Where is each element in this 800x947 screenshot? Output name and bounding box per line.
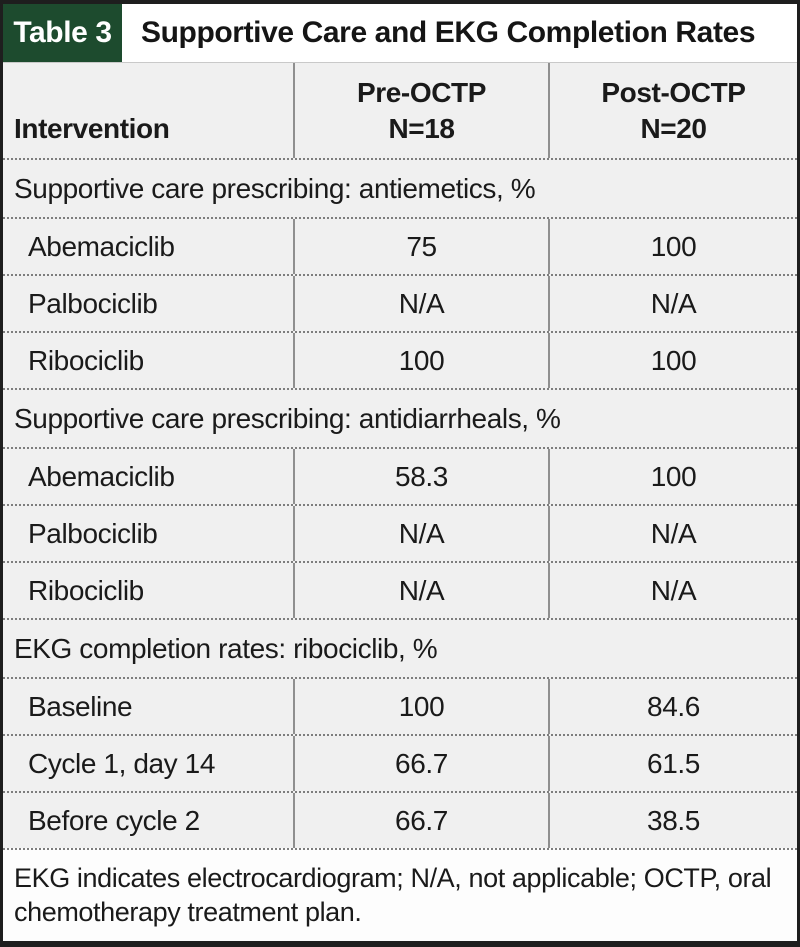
top-border-bar [0, 0, 800, 4]
pre-octp-value: 66.7 [293, 793, 548, 848]
table-row: Palbociclib N/A N/A [3, 504, 797, 561]
post-octp-value: 100 [548, 219, 797, 274]
table-title: Supportive Care and EKG Completion Rates [141, 16, 756, 49]
row-label: Cycle 1, day 14 [28, 747, 215, 779]
post-octp-n: N=20 [640, 112, 707, 144]
column-header-post-octp: Post-OCTP N=20 [548, 63, 797, 158]
row-label: Ribociclib [28, 574, 144, 606]
post-octp-label: Post-OCTP [601, 76, 746, 108]
row-label: Abemaciclib [28, 230, 175, 262]
footnote-line: EKG indicates electrocardiogram; N/A, no… [14, 863, 772, 893]
row-label: Baseline [28, 690, 133, 722]
table-footnote: EKG indicates electrocardiogram; N/A, no… [3, 848, 797, 941]
table-row: Abemaciclib 75 100 [3, 217, 797, 274]
row-label: Abemaciclib [28, 460, 175, 492]
footnote-line: chemotherapy treatment plan. [14, 897, 362, 927]
column-header-intervention: Intervention [14, 113, 170, 144]
post-octp-value: N/A [548, 506, 797, 561]
row-label: Ribociclib [28, 344, 144, 376]
table-row: Ribociclib N/A N/A [3, 561, 797, 618]
table-row: Ribociclib 100 100 [3, 331, 797, 388]
pre-octp-value: 100 [293, 333, 548, 388]
pre-octp-n: N=18 [388, 112, 455, 144]
pre-octp-value: 75 [293, 219, 548, 274]
row-label: Palbociclib [28, 287, 158, 319]
post-octp-value: N/A [548, 563, 797, 618]
pre-octp-value: N/A [293, 506, 548, 561]
post-octp-value: N/A [548, 276, 797, 331]
table-row: Abemaciclib 58.3 100 [3, 447, 797, 504]
row-label: Palbociclib [28, 517, 158, 549]
section-header-antiemetics: Supportive care prescribing: antiemetics… [3, 158, 797, 217]
column-header-row: Intervention Pre-OCTP N=18 Post-OCTP N=2… [3, 62, 797, 158]
table-row: Baseline 100 84.6 [3, 677, 797, 734]
post-octp-value: 61.5 [548, 736, 797, 791]
pre-octp-value: 100 [293, 679, 548, 734]
table-frame: Table 3 Supportive Care and EKG Completi… [0, 4, 800, 941]
table-row: Palbociclib N/A N/A [3, 274, 797, 331]
pre-octp-value: N/A [293, 563, 548, 618]
row-label: Before cycle 2 [28, 804, 200, 836]
table-row: Cycle 1, day 14 66.7 61.5 [3, 734, 797, 791]
table-number-tag: Table 3 [3, 4, 122, 62]
pre-octp-value: 66.7 [293, 736, 548, 791]
table-row: Before cycle 2 66.7 38.5 [3, 791, 797, 848]
post-octp-value: 100 [548, 449, 797, 504]
pre-octp-value: 58.3 [293, 449, 548, 504]
pre-octp-label: Pre-OCTP [356, 76, 487, 108]
section-header-antidiarrheals: Supportive care prescribing: antidiarrhe… [3, 388, 797, 447]
table-title-band: Table 3 Supportive Care and EKG Completi… [3, 4, 797, 62]
column-header-pre-octp: Pre-OCTP N=18 [293, 63, 548, 158]
pre-octp-value: N/A [293, 276, 548, 331]
post-octp-value: 84.6 [548, 679, 797, 734]
section-header-ekg-completion: EKG completion rates: ribociclib, % [3, 618, 797, 677]
post-octp-value: 100 [548, 333, 797, 388]
bottom-accent-bar [0, 941, 800, 947]
post-octp-value: 38.5 [548, 793, 797, 848]
